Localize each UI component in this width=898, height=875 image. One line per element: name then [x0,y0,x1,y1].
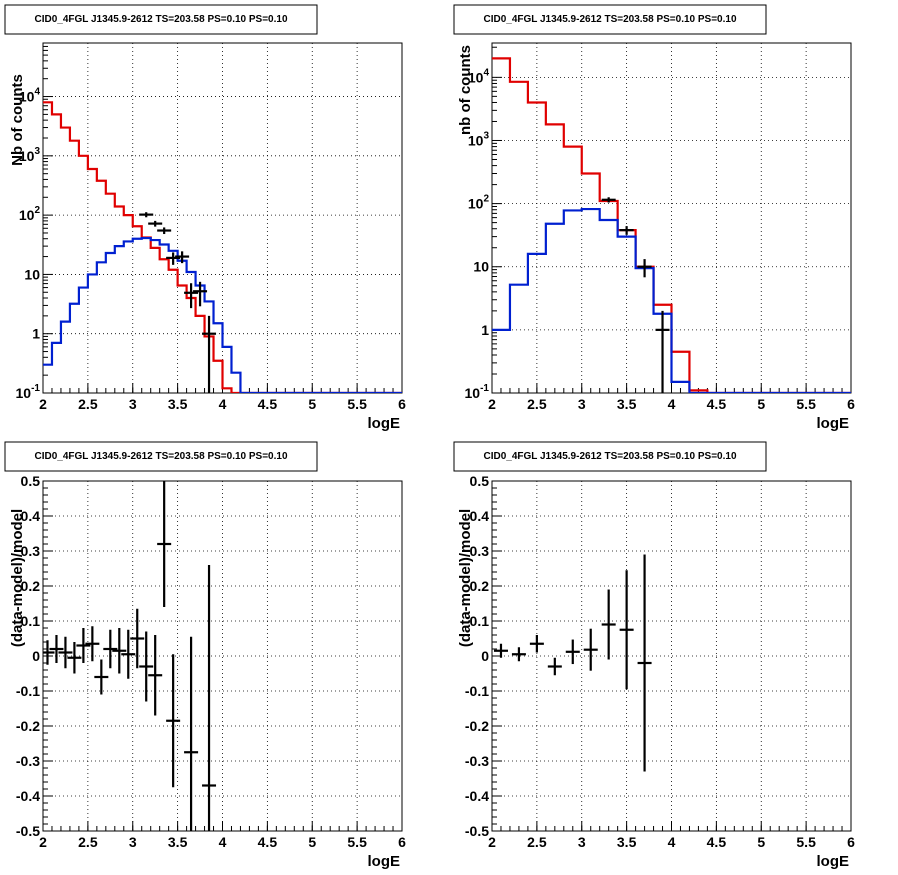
x-tick-label: 6 [398,834,406,850]
chart-title: CID0_4FGL J1345.9-2612 TS=203.58 PS=0.10… [34,451,287,462]
x-tick-label: 5 [308,396,316,412]
x-tick-label: 2.5 [78,834,98,850]
y-tick-label: -0.4 [16,788,40,804]
title-box [4,4,318,35]
y-tick-label: 0.4 [470,508,490,524]
y-tick-label: -0.1 [16,683,40,699]
y-tick-label: 104 [468,67,490,85]
panel-bottom-left: CID0_4FGL J1345.9-2612 TS=203.58 PS=0.10… [4,441,406,870]
y-tick-label: 104 [19,87,41,105]
y-tick-label: 103 [19,146,41,164]
x-tick-label: 2 [39,396,47,412]
x-tick-label: 5.5 [796,834,816,850]
x-tick-label: 5.5 [347,834,367,850]
y-axis-title: Nb of counts [9,74,26,166]
x-tick-label: 6 [847,396,855,412]
y-axis-title: nb of counts [457,45,474,135]
model-source-histogram [492,207,851,393]
x-tick-label: 2 [488,834,496,850]
x-tick-label: 2 [488,396,496,412]
x-tick-label: 2.5 [527,834,547,850]
y-tick-label: 0.1 [21,613,41,629]
plot-area [493,554,652,772]
x-tick-label: 6 [847,834,855,850]
x-tick-label: 3 [578,834,586,850]
plot-area [43,101,402,393]
y-tick-label: 0.4 [21,508,41,524]
x-tick-label: 3.5 [617,396,637,412]
y-tick-label: 0.1 [470,613,490,629]
x-tick-label: 4.5 [258,396,278,412]
y-tick-label: 0.2 [470,578,490,594]
x-tick-label: 4 [668,396,676,412]
y-tick-label: 10 [473,259,489,275]
y-tick-label: -0.1 [465,683,489,699]
title-box [453,441,767,472]
chart-title: CID0_4FGL J1345.9-2612 TS=203.58 PS=0.10… [483,14,736,25]
y-tick-label: -0.2 [465,718,489,734]
y-tick-label: 0.5 [470,473,490,489]
x-tick-label: 3.5 [168,834,188,850]
x-tick-label: 3.5 [617,834,637,850]
x-tick-label: 2 [39,834,47,850]
y-tick-label: 0.5 [21,473,41,489]
y-tick-label: -0.4 [465,788,489,804]
x-tick-label: 5 [757,834,765,850]
y-tick-label: 10-1 [465,383,490,401]
y-tick-label: 102 [19,205,41,223]
y-tick-label: -0.3 [16,753,40,769]
x-tick-label: 5 [308,834,316,850]
y-tick-label: -0.3 [465,753,489,769]
x-tick-label: 4 [219,396,227,412]
y-axis-title: (data-model)/model [9,509,26,647]
y-tick-label: -0.2 [16,718,40,734]
x-axis-title: logE [817,853,850,870]
chart-title: CID0_4FGL J1345.9-2612 TS=203.58 PS=0.10… [34,14,287,25]
y-tick-label: -0.5 [465,823,489,839]
x-tick-label: 2.5 [78,396,98,412]
y-axis-title: (data-model)/model [457,509,474,647]
y-tick-label: 102 [468,194,490,212]
x-tick-label: 3 [578,396,586,412]
panel-bottom-right: CID0_4FGL J1345.9-2612 TS=203.58 PS=0.10… [453,441,855,870]
title-box [453,4,767,35]
panel-top-right: CID0_4FGL J1345.9-2612 TS=203.58 PS=0.10… [453,4,855,432]
x-tick-label: 3 [129,834,137,850]
y-tick-label: 10-1 [16,383,41,401]
x-tick-label: 3 [129,396,137,412]
x-tick-label: 4 [668,834,676,850]
x-tick-label: 5 [757,396,765,412]
model-source-histogram [43,236,402,393]
y-tick-label: 1 [32,326,40,342]
y-tick-label: 0.3 [21,543,41,559]
x-tick-label: 4.5 [707,834,727,850]
y-tick-label: 1 [481,322,489,338]
x-tick-label: 5.5 [347,396,367,412]
x-tick-label: 4.5 [707,396,727,412]
y-tick-label: 0 [32,648,40,664]
plot-area [43,481,217,831]
y-tick-label: 10 [24,266,40,282]
y-tick-label: -0.5 [16,823,40,839]
plot-area [492,57,851,393]
x-tick-label: 4 [219,834,227,850]
y-tick-label: 0.3 [470,543,490,559]
x-tick-label: 3.5 [168,396,188,412]
x-tick-label: 6 [398,396,406,412]
x-axis-title: logE [368,415,401,432]
title-box [4,441,318,472]
chart-title: CID0_4FGL J1345.9-2612 TS=203.58 PS=0.10… [483,451,736,462]
model-total-histogram [43,101,402,393]
x-tick-label: 5.5 [796,396,816,412]
x-axis-title: logE [817,415,850,432]
x-tick-label: 4.5 [258,834,278,850]
y-tick-label: 103 [468,130,490,148]
x-tick-label: 2.5 [527,396,547,412]
x-axis-title: logE [368,853,401,870]
y-tick-label: 0.2 [21,578,41,594]
y-tick-label: 0 [481,648,489,664]
panel-top-left: CID0_4FGL J1345.9-2612 TS=203.58 PS=0.10… [4,4,406,432]
